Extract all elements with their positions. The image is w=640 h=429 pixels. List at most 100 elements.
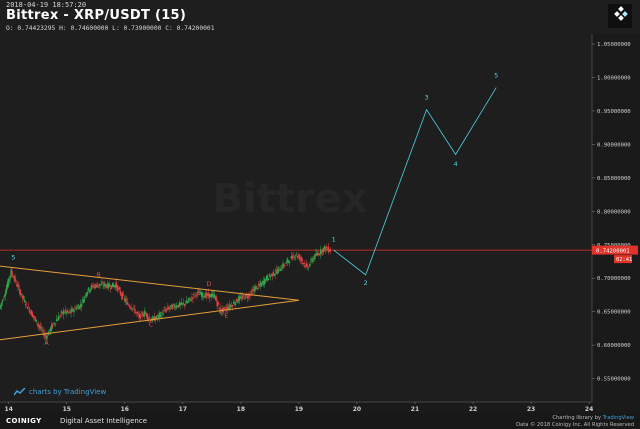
candle-body bbox=[117, 288, 120, 290]
candle-body bbox=[141, 313, 144, 316]
candle-body bbox=[115, 282, 118, 288]
candle-body bbox=[112, 285, 115, 288]
candle-body bbox=[102, 285, 104, 287]
candle-body bbox=[246, 297, 248, 299]
candle-body bbox=[32, 315, 35, 318]
candle-body bbox=[6, 284, 8, 289]
candle-body bbox=[72, 308, 74, 311]
candle-body bbox=[159, 312, 161, 315]
candle-body bbox=[322, 247, 325, 253]
candle-body bbox=[116, 285, 119, 291]
candle-body bbox=[61, 312, 64, 314]
candle-body bbox=[11, 270, 13, 275]
candle-body bbox=[58, 317, 61, 318]
candle-body bbox=[167, 306, 169, 309]
candle-body bbox=[274, 273, 276, 275]
candle-body bbox=[327, 246, 330, 252]
candle-body bbox=[136, 311, 138, 314]
candle-body bbox=[91, 285, 94, 286]
tradingview-icon bbox=[13, 387, 26, 396]
candle-body bbox=[106, 285, 108, 288]
candle-body bbox=[105, 284, 107, 286]
candle-body bbox=[24, 304, 27, 306]
candle-body bbox=[18, 284, 20, 288]
candle-body bbox=[54, 323, 57, 325]
candle-body bbox=[289, 256, 292, 258]
candle-body bbox=[35, 319, 37, 323]
candle-body bbox=[143, 311, 146, 316]
candle-body bbox=[300, 256, 303, 261]
candle-body bbox=[133, 306, 135, 308]
candle-body bbox=[220, 312, 222, 314]
x-tick-label: 16 bbox=[121, 406, 129, 413]
candle-body bbox=[254, 286, 256, 292]
y-tick-label: 1.05000000 bbox=[597, 42, 631, 48]
candle-body bbox=[87, 287, 90, 291]
candle-body bbox=[126, 302, 128, 305]
candle-body bbox=[191, 297, 193, 298]
candle-body bbox=[197, 291, 199, 294]
candle-body bbox=[67, 312, 69, 314]
x-tick-label: 21 bbox=[411, 406, 419, 413]
candle-body bbox=[314, 254, 316, 260]
candle-body bbox=[98, 283, 100, 286]
footer-brand[interactable]: COINIGY bbox=[6, 417, 42, 425]
candle-body bbox=[324, 247, 327, 251]
tradingview-badge[interactable]: charts by TradingView bbox=[13, 387, 106, 396]
candle-body bbox=[266, 275, 269, 281]
candle-body bbox=[66, 309, 68, 312]
candle-body bbox=[94, 285, 96, 288]
candle-body bbox=[76, 307, 78, 310]
footer-brand-tagline: Digital Asset Intelligence bbox=[60, 417, 148, 425]
candle-body bbox=[310, 259, 312, 261]
triangle-upper-line bbox=[0, 265, 299, 301]
triangle-wave-label: C bbox=[149, 320, 154, 328]
candle-body bbox=[22, 295, 24, 299]
candle-body bbox=[297, 255, 300, 257]
candle-body bbox=[56, 319, 59, 321]
candle-body bbox=[52, 324, 54, 327]
candle-body bbox=[329, 249, 332, 252]
candle-body bbox=[99, 284, 101, 286]
candle-body bbox=[114, 284, 117, 288]
candle-body bbox=[140, 313, 142, 319]
candle-body bbox=[200, 294, 203, 297]
candle-body bbox=[27, 306, 30, 308]
coinigy-diamond-icon[interactable] bbox=[608, 4, 632, 28]
impulse-wave-label: 1 bbox=[332, 235, 336, 243]
candle-body bbox=[250, 291, 252, 293]
candle-body bbox=[178, 302, 181, 307]
candle-body bbox=[282, 263, 284, 269]
y-tick-label: 0.85000000 bbox=[597, 176, 631, 182]
candle-body bbox=[89, 288, 92, 291]
y-tick-label: 0.80000000 bbox=[597, 209, 631, 215]
candle-body bbox=[198, 291, 200, 293]
candle-body bbox=[206, 293, 209, 296]
candle-body bbox=[174, 307, 177, 309]
tradingview-link[interactable]: TradingView bbox=[602, 415, 634, 421]
candle-body bbox=[108, 283, 110, 288]
candle-body bbox=[199, 293, 201, 296]
candle-body bbox=[55, 319, 58, 322]
candle-body bbox=[149, 319, 152, 322]
candle-body bbox=[189, 298, 191, 300]
candle-body bbox=[161, 311, 163, 313]
candle-body bbox=[51, 324, 53, 330]
candle-body bbox=[302, 263, 304, 264]
candle-body bbox=[96, 285, 98, 288]
candle-body bbox=[79, 305, 81, 308]
impulse-wave-label: 3 bbox=[425, 94, 429, 102]
candle-body bbox=[188, 297, 190, 301]
candle-body bbox=[279, 270, 281, 272]
candle-body bbox=[156, 317, 158, 319]
candle-body bbox=[272, 271, 274, 276]
current-price-tag bbox=[592, 245, 638, 255]
candle-body bbox=[267, 278, 270, 281]
candle-body bbox=[2, 299, 5, 300]
candle-body bbox=[238, 296, 241, 301]
candle-body bbox=[201, 292, 204, 297]
triangle-wave-label: 5 bbox=[11, 253, 15, 261]
triangle-wave-label: D bbox=[206, 280, 211, 288]
